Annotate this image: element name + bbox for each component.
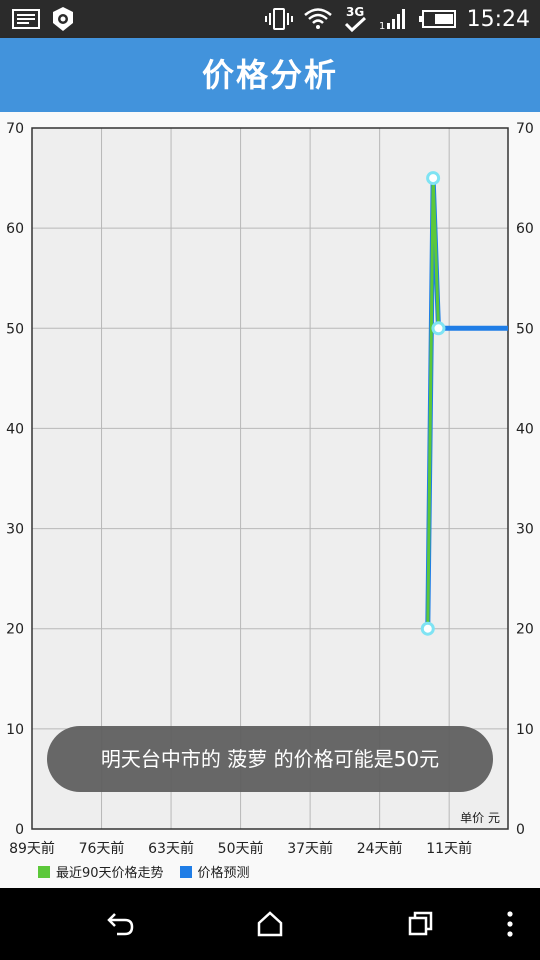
home-button[interactable] [250, 906, 290, 942]
data-point [420, 621, 435, 636]
navigation-bar [0, 888, 540, 960]
more-icon [507, 911, 513, 937]
signal-icon: 1 [379, 7, 409, 31]
x-tick-label: 63天前 [148, 840, 194, 857]
battery-icon [418, 9, 457, 29]
y-tick-label-left: 70 [6, 121, 24, 137]
price-chart-svg: 0 0 10 10 20 20 30 30 40 40 50 50 60 60 70 70 89天前 76天前 63… [6, 121, 534, 857]
x-tick-label: 76天前 [79, 840, 125, 857]
settings-icon [50, 6, 76, 32]
y-tick-label-right: 30 [516, 522, 534, 538]
x-tick-label: 11天前 [426, 840, 472, 857]
y-tick-label-right: 60 [516, 221, 534, 237]
data-point [426, 171, 441, 186]
recents-icon [408, 911, 433, 936]
status-bar: 3G 1 15:24 [0, 0, 540, 38]
legend-item-history: 最近90天价格走势 [38, 862, 164, 881]
y-tick-label-right: 40 [516, 421, 534, 437]
home-icon [257, 911, 283, 937]
chart-legend: 最近90天价格走势 价格预测 [38, 862, 260, 881]
y-tick-label-right: 70 [516, 121, 534, 137]
legend-item-forecast: 价格预测 [179, 862, 250, 881]
y-tick-label-right: 0 [516, 822, 525, 838]
page-title: 价格分析 [201, 56, 338, 94]
y-tick-label-left: 10 [6, 722, 24, 738]
svg-text:1: 1 [379, 21, 385, 31]
y-tick-label-left: 20 [6, 622, 24, 638]
x-tick-label: 89天前 [9, 840, 55, 857]
recents-button[interactable] [400, 906, 440, 942]
app-bar: 价格分析 [0, 38, 540, 112]
y-tick-label-left: 60 [6, 221, 24, 237]
back-button[interactable] [100, 906, 140, 942]
y-tick-label-left: 30 [6, 522, 24, 538]
y-tick-label-right: 10 [516, 722, 534, 738]
y-tick-label-left: 40 [6, 421, 24, 437]
gallery-icon [12, 8, 40, 30]
unit-label: 单价 元 [460, 811, 500, 825]
vibrate-icon [264, 7, 293, 31]
legend-swatch-forecast [179, 865, 192, 878]
network-3g-icon: 3G [343, 4, 369, 34]
legend-label-history: 最近90天价格走势 [56, 866, 164, 881]
more-button[interactable] [490, 906, 530, 942]
y-tick-label-right: 20 [516, 622, 534, 638]
x-tick-label: 37天前 [287, 840, 333, 857]
clock: 15:24 [466, 6, 530, 32]
legend-label-forecast: 价格预测 [197, 866, 250, 881]
wifi-icon [303, 6, 333, 32]
y-tick-label-left: 50 [6, 321, 24, 337]
y-tick-label-left: 0 [15, 822, 24, 838]
plot-border [31, 127, 509, 830]
prediction-toast: 明天台中市的 菠萝 的价格可能是50元 [47, 726, 493, 792]
x-tick-label: 50天前 [218, 840, 264, 857]
legend-swatch-history [38, 865, 50, 878]
x-tick-label: 24天前 [357, 840, 403, 857]
svg-text:3G: 3G [346, 5, 364, 19]
back-icon [107, 913, 134, 936]
y-tick-label-right: 50 [516, 321, 534, 337]
data-point [431, 321, 446, 336]
